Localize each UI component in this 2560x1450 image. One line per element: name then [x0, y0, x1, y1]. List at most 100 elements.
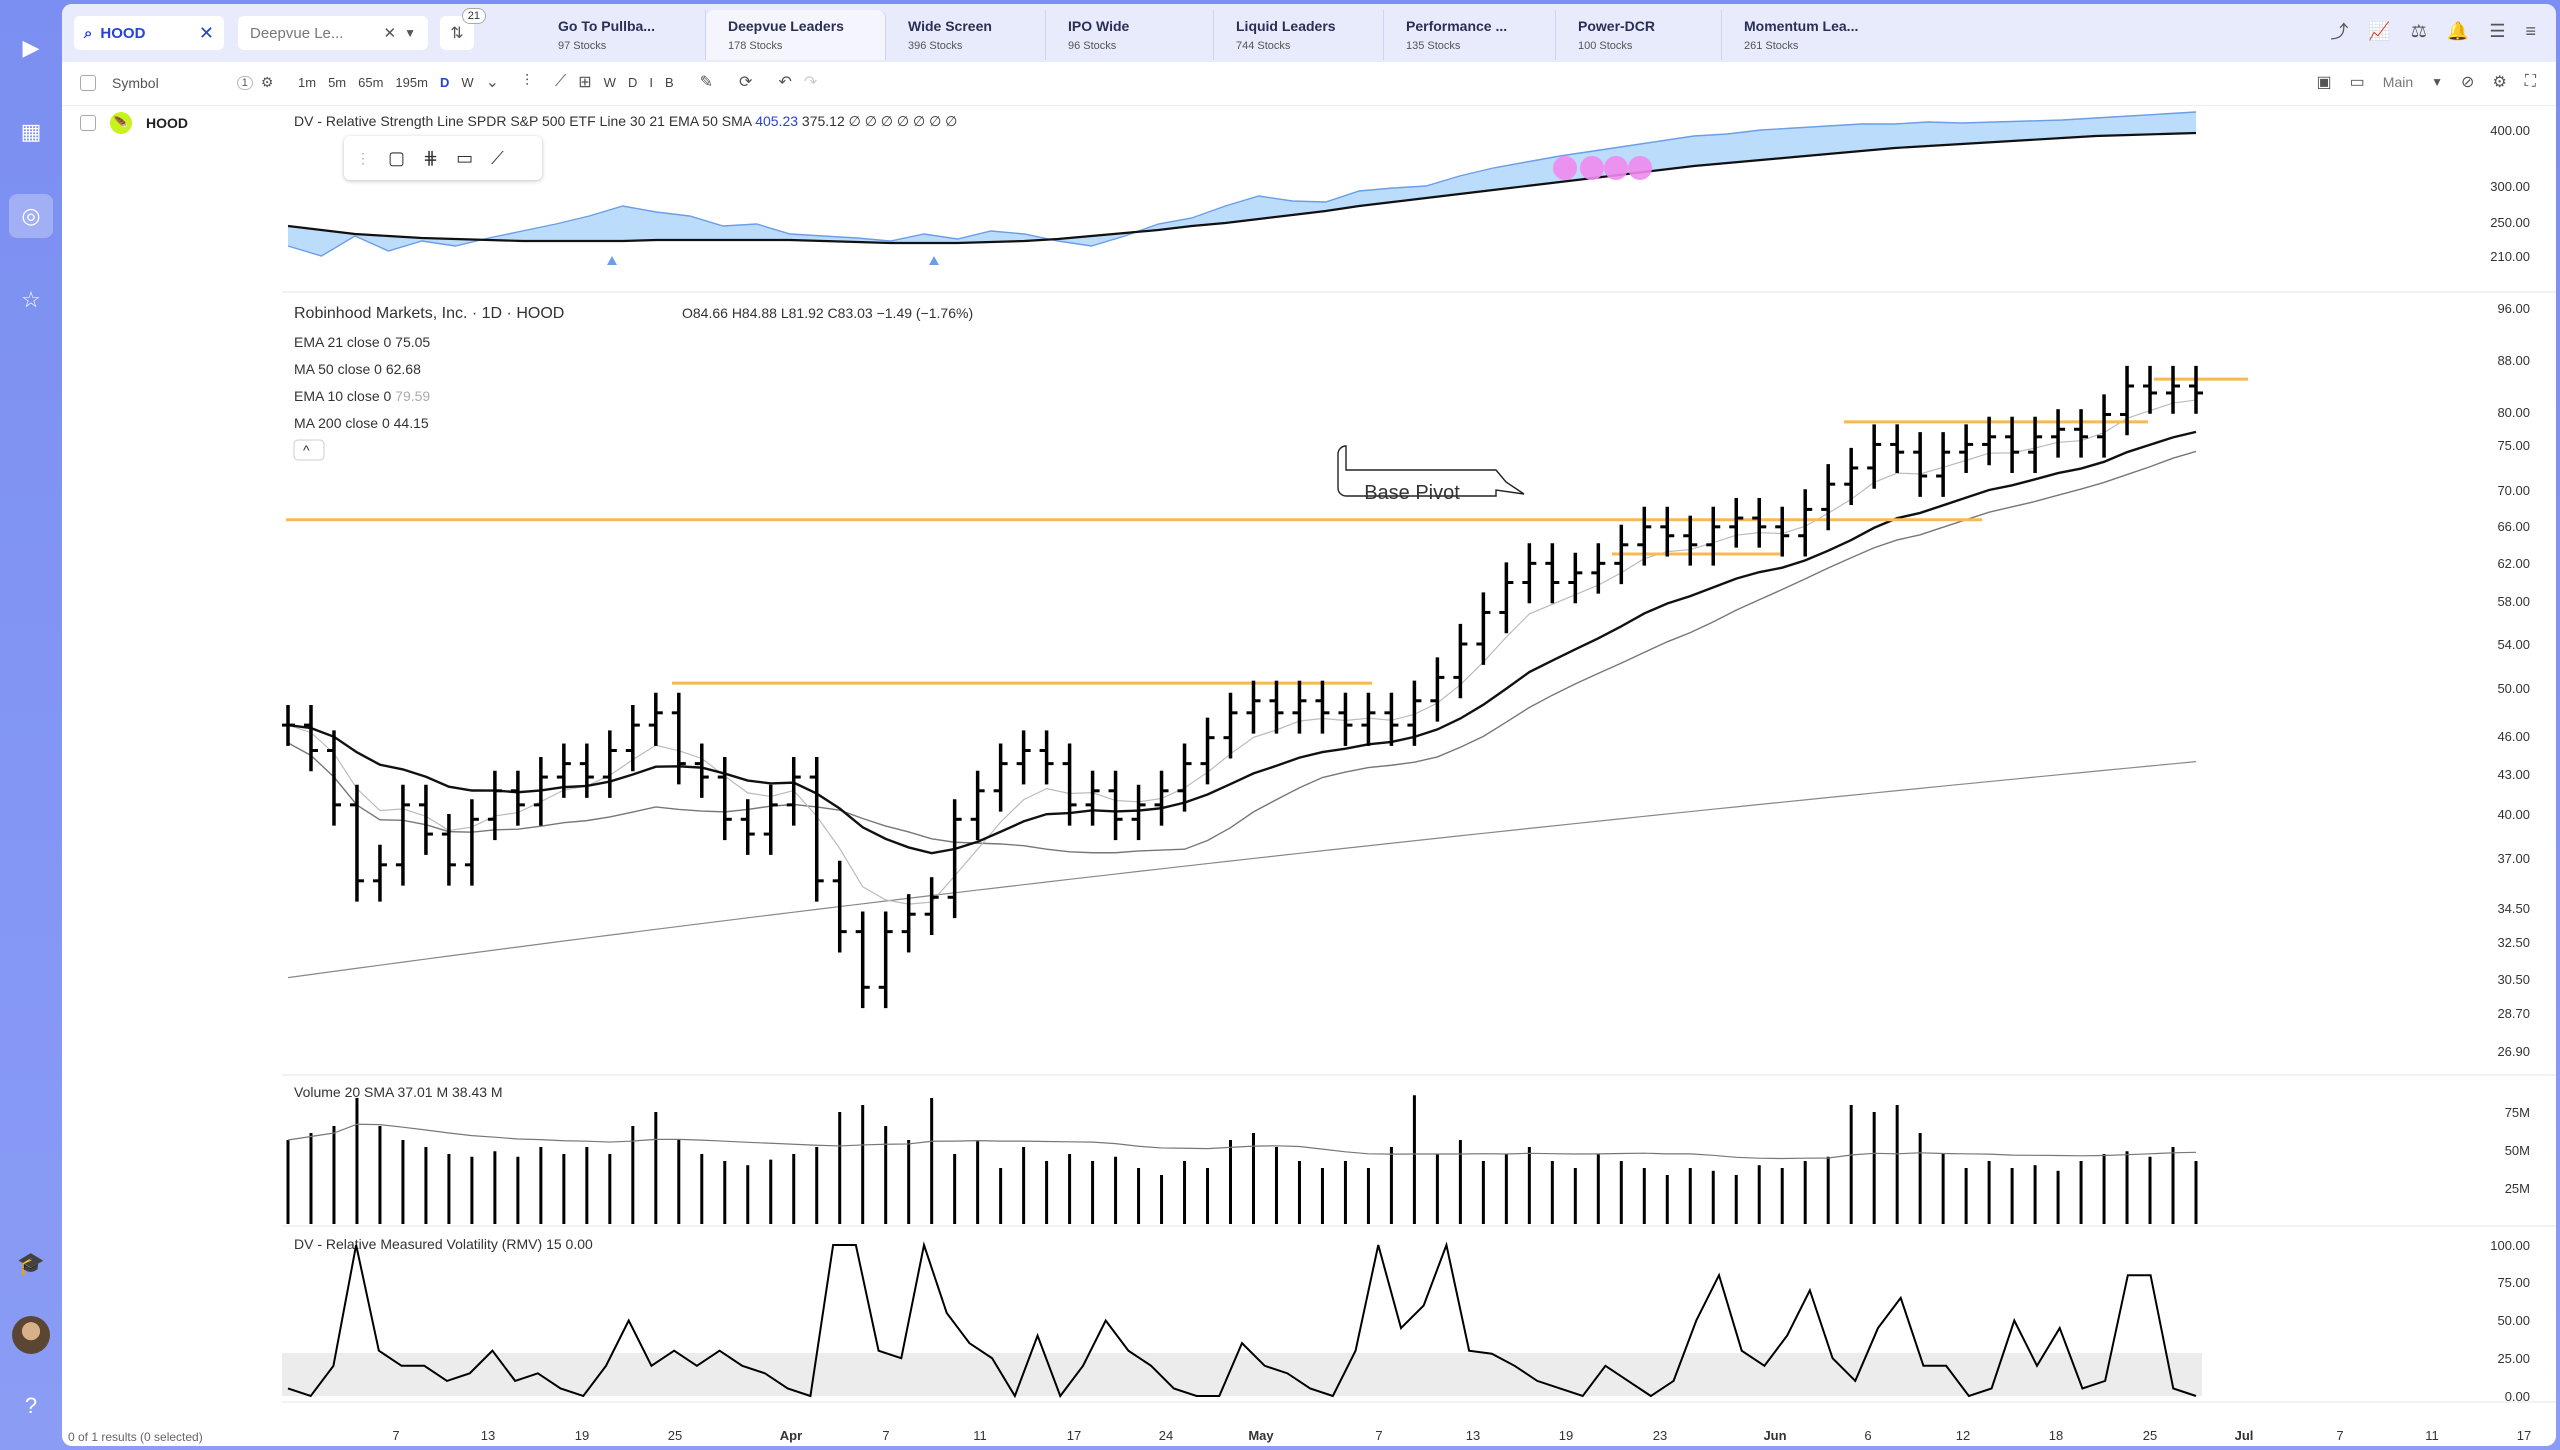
price-pane: Base Pivot [282, 365, 2248, 1009]
y-tick-label: 30.50 [2497, 972, 2530, 987]
results-footer: 0 of 1 results (0 selected) [68, 1430, 203, 1444]
y-tick-label: 400.00 [2490, 123, 2530, 138]
tab-momentum-leaders[interactable]: Momentum Lea... 261 Stocks [1722, 10, 1892, 60]
dashboard-icon[interactable]: ▦ [20, 119, 42, 144]
rectangle-tool-icon[interactable]: ▢ [388, 147, 406, 168]
refresh-icon[interactable]: ⟳ [739, 74, 753, 91]
avatar[interactable] [12, 1316, 50, 1354]
rmv-legend-text: DV - Relative Measured Volatility (RMV) … [294, 1236, 566, 1252]
search-input[interactable]: ⌕ HOOD ✕ [74, 16, 224, 50]
fib-tool-icon[interactable]: ⋕ [423, 147, 439, 168]
period-i-button[interactable]: I [649, 74, 653, 90]
tab-subtitle: 97 Stocks [558, 40, 607, 52]
chart-type-icon[interactable]: 📈 [2368, 20, 2391, 41]
menu-icon[interactable]: ≡ [2525, 20, 2536, 41]
fullscreen-icon[interactable]: ⛶ [2524, 73, 2536, 90]
settings-gear-icon[interactable]: ⚙ [260, 74, 274, 90]
undo-icon[interactable]: ↶ [778, 74, 792, 91]
chevron-down-icon[interactable]: ▼ [404, 26, 416, 40]
tab-go-to-pullback[interactable]: Go To Pullba... 97 Stocks [536, 10, 706, 60]
select-all-checkbox[interactable] [80, 74, 96, 91]
x-tick-label: 17 [1067, 1428, 1081, 1443]
row-checkbox[interactable] [80, 115, 96, 131]
watchlist-select[interactable]: Deepvue Le... ✕ ▼ [238, 16, 428, 50]
y-tick-label: 25.00 [2497, 1351, 2530, 1366]
tab-wide-screen[interactable]: Wide Screen 396 Stocks [886, 10, 1046, 60]
ma200-line [287, 761, 2197, 979]
redo-icon[interactable]: ↷ [803, 74, 818, 91]
pencil-icon[interactable]: ✎ [699, 74, 714, 91]
trendline-tool-icon[interactable]: ⟋ [491, 147, 504, 168]
tab-performance[interactable]: Performance ... 135 Stocks [1384, 10, 1556, 60]
tab-liquid-leaders[interactable]: Liquid Leaders 744 Stocks [1214, 10, 1384, 60]
chevron-down-icon[interactable]: ⌄ [485, 74, 500, 91]
y-tick-label: 70.00 [2497, 483, 2530, 498]
deepvue-logo-icon[interactable]: ▶ [22, 35, 40, 60]
y-tick-label: 28.70 [2497, 1006, 2530, 1021]
chart-area[interactable]: DV - Relative Strength Line SPDR S&P 500… [282, 106, 2556, 1446]
filter-icon: ⇅ [450, 25, 464, 42]
callout-tool-icon[interactable]: ▭ [456, 147, 474, 168]
rs-new-high-marker [1628, 156, 1652, 180]
collapse-legend-button[interactable] [293, 439, 325, 461]
clear-watchlist-icon[interactable]: ✕ [383, 25, 397, 42]
filter-button[interactable]: ⇅ 21 [440, 8, 486, 50]
period-d-button[interactable]: D [627, 74, 638, 90]
base-pivot-callout[interactable]: Base Pivot [1337, 445, 1525, 504]
interval-65m[interactable]: 65m [358, 74, 384, 90]
tab-ipo-wide[interactable]: IPO Wide 96 Stocks [1046, 10, 1214, 60]
help-icon[interactable]: ? [24, 1393, 38, 1418]
line-chart-icon[interactable]: ⟋ [555, 73, 567, 90]
compare-icon[interactable]: ⚖ [2410, 20, 2427, 41]
period-w-button[interactable]: W [603, 74, 616, 90]
interval-195m[interactable]: 195m [395, 74, 428, 90]
tab-title: Power-DCR [1578, 18, 1656, 34]
x-tick-label: 11 [973, 1428, 987, 1443]
rs-signal-marker [607, 256, 617, 265]
volume-value-2: 38.43 M [452, 1084, 503, 1100]
y-tick-label: 34.50 [2497, 901, 2530, 916]
x-tick-label: 25 [668, 1428, 682, 1443]
watchlist-value: Deepvue Le... [250, 24, 344, 42]
zoom-icon[interactable]: ⊘ [2461, 74, 2475, 91]
layout-select[interactable]: Main [2382, 74, 2414, 90]
period-b-button[interactable]: B [664, 74, 674, 90]
tab-power-dcr[interactable]: Power-DCR 100 Stocks [1556, 10, 1722, 60]
rmv-value: 0.00 [566, 1236, 593, 1252]
drag-handle-icon[interactable]: ⋮ [356, 149, 370, 166]
layout-icon[interactable]: ▣ [2316, 74, 2332, 91]
y-tick-label: 96.00 [2497, 301, 2530, 316]
tab-subtitle: 396 Stocks [908, 40, 963, 52]
share-icon[interactable]: ⤴ [2330, 22, 2349, 42]
indicators-icon[interactable]: ⫶ [525, 73, 530, 90]
x-tick-label: 24 [1159, 1428, 1173, 1443]
top-bar: ⌕ HOOD ✕ Deepvue Le... ✕ ▼ ⇅ 21 Go To Pu… [62, 4, 2556, 62]
symbol-list-row[interactable]: 🪶 HOOD [80, 112, 188, 134]
star-icon[interactable]: ☆ [21, 287, 41, 312]
folder-icon[interactable]: ▭ [2349, 74, 2365, 91]
y-tick-label: 62.00 [2497, 556, 2530, 571]
indicator-label: MA 200 close 0 [294, 415, 394, 431]
indicator-row: EMA 21 close 0 75.05 [294, 334, 430, 350]
grid-icon[interactable]: ⊞ [578, 74, 592, 91]
interval-w[interactable]: W [461, 74, 474, 90]
alert-bell-icon[interactable]: 🔔 [2446, 20, 2470, 41]
settings-gear-icon[interactable]: ⚙ [2492, 74, 2507, 91]
x-tick-label: 25 [2143, 1428, 2157, 1443]
chevron-down-icon[interactable]: ▼ [2431, 75, 2444, 89]
tab-title: Deepvue Leaders [728, 18, 844, 34]
clear-search-icon[interactable]: ✕ [198, 22, 214, 43]
tab-deepvue-leaders[interactable]: Deepvue Leaders 178 Stocks [706, 10, 886, 60]
rmv-line [287, 1241, 2197, 1399]
y-tick-label: 54.00 [2497, 637, 2530, 652]
interval-d[interactable]: D [439, 74, 450, 90]
chevron-up-icon: ^ [303, 442, 310, 458]
x-tick-label: 7 [1375, 1428, 1382, 1443]
rmv-legend: DV - Relative Measured Volatility (RMV) … [294, 1236, 593, 1252]
charts-icon[interactable]: ◎ [9, 194, 53, 238]
interval-1m[interactable]: 1m [298, 74, 317, 90]
graduation-cap-icon[interactable]: 🎓 [17, 1251, 45, 1276]
interval-5m[interactable]: 5m [328, 74, 347, 90]
indicator-value: 62.68 [386, 361, 421, 377]
list-icon[interactable]: ☰ [2489, 20, 2506, 41]
